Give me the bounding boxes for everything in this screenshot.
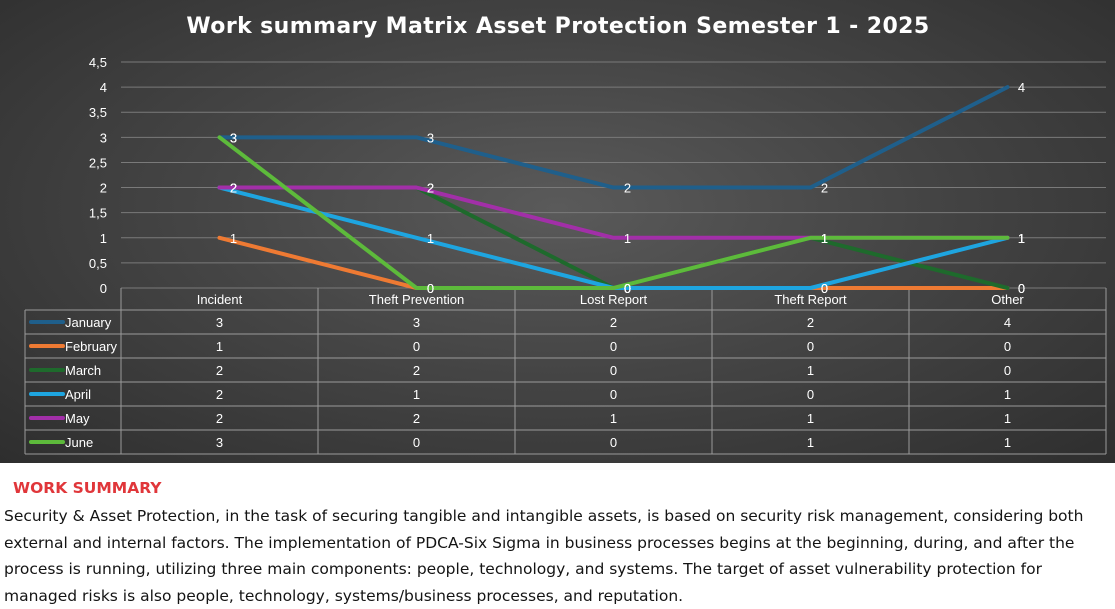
data-label: 2 [230,181,237,196]
data-label: 1 [1018,231,1025,246]
table-cell: 2 [807,315,814,330]
chart-title: Work summary Matrix Asset Protection Sem… [186,14,929,39]
category-label: Theft Report [774,292,847,307]
table-cell: 0 [610,435,617,450]
table-cell: 2 [610,315,617,330]
data-label: 0 [624,281,631,296]
table-cell: 2 [216,363,223,378]
legend-name: April [65,387,91,402]
data-label: 1 [427,231,434,246]
table-cell: 0 [1004,339,1011,354]
table-cell: 0 [807,339,814,354]
y-tick-label: 3 [100,130,107,145]
data-label: 4 [1018,80,1025,95]
legend-name: June [65,435,93,450]
data-label: 0 [427,281,434,296]
table-cell: 1 [1004,387,1011,402]
data-label: 0 [1018,281,1025,296]
data-label: 1 [1018,231,1025,246]
data-label: 2 [230,181,237,196]
series-line-january [217,85,1010,190]
work-summary-section: WORK SUMMARY Security & Asset Protection… [0,463,1115,607]
table-cell: 1 [413,387,420,402]
data-label: 3 [230,130,237,145]
series-line-june [217,135,1010,290]
y-tick-label: 4 [100,80,107,95]
table-cell: 3 [216,315,223,330]
data-label: 2 [230,181,237,196]
category-label: Other [991,292,1024,307]
legend-name: January [65,315,112,330]
table-cell: 0 [413,435,420,450]
table-cell: 3 [413,315,420,330]
table-cell: 3 [216,435,223,450]
table-cell: 1 [1004,411,1011,426]
data-label: 0 [624,281,631,296]
data-label: 1 [1018,231,1025,246]
y-tick-label: 4,5 [89,55,107,70]
data-label: 2 [427,181,434,196]
data-label: 0 [427,281,434,296]
data-label: 2 [821,181,828,196]
table-cell: 1 [807,411,814,426]
table-cell: 0 [807,387,814,402]
table-cell: 0 [610,339,617,354]
table-cell: 4 [1004,315,1011,330]
data-label: 0 [1018,281,1025,296]
line-chart: Work summary Matrix Asset Protection Sem… [24,14,1107,455]
legend-name: March [65,363,101,378]
y-tick-label: 2 [100,181,107,196]
y-tick-label: 1 [100,231,107,246]
y-tick-label: 0 [100,281,107,296]
chart-panel: Work summary Matrix Asset Protection Sem… [0,0,1115,463]
table-cell: 1 [216,339,223,354]
data-label: 1 [821,231,828,246]
y-tick-label: 3,5 [89,105,107,120]
data-label: 3 [427,130,434,145]
data-label: 0 [821,281,828,296]
data-label: 2 [427,181,434,196]
data-label: 3 [230,130,237,145]
table-cell: 0 [610,387,617,402]
table-cell: 0 [610,363,617,378]
table-cell: 2 [216,387,223,402]
summary-heading: WORK SUMMARY [13,479,162,497]
category-label: Incident [197,292,243,307]
category-label: Lost Report [580,292,648,307]
table-cell: 1 [807,363,814,378]
table-cell: 0 [413,339,420,354]
y-tick-label: 0,5 [89,256,107,271]
data-label: 0 [624,281,631,296]
data-label: 1 [230,231,237,246]
data-label: 1 [624,231,631,246]
summary-text: Security & Asset Protection, in the task… [4,507,1084,605]
table-cell: 2 [216,411,223,426]
y-tick-label: 1,5 [89,206,107,221]
data-label: 1 [821,231,828,246]
table-cell: 2 [413,411,420,426]
data-label: 2 [624,181,631,196]
category-label: Theft Prevention [369,292,464,307]
table-cell: 0 [1004,363,1011,378]
data-label: 1 [821,231,828,246]
data-label: 0 [624,281,631,296]
legend-name: February [65,339,118,354]
data-label: 0 [821,281,828,296]
table-cell: 1 [807,435,814,450]
legend-name: May [65,411,90,426]
y-tick-label: 2,5 [89,155,107,170]
table-cell: 1 [1004,435,1011,450]
table-cell: 1 [610,411,617,426]
table-cell: 2 [413,363,420,378]
